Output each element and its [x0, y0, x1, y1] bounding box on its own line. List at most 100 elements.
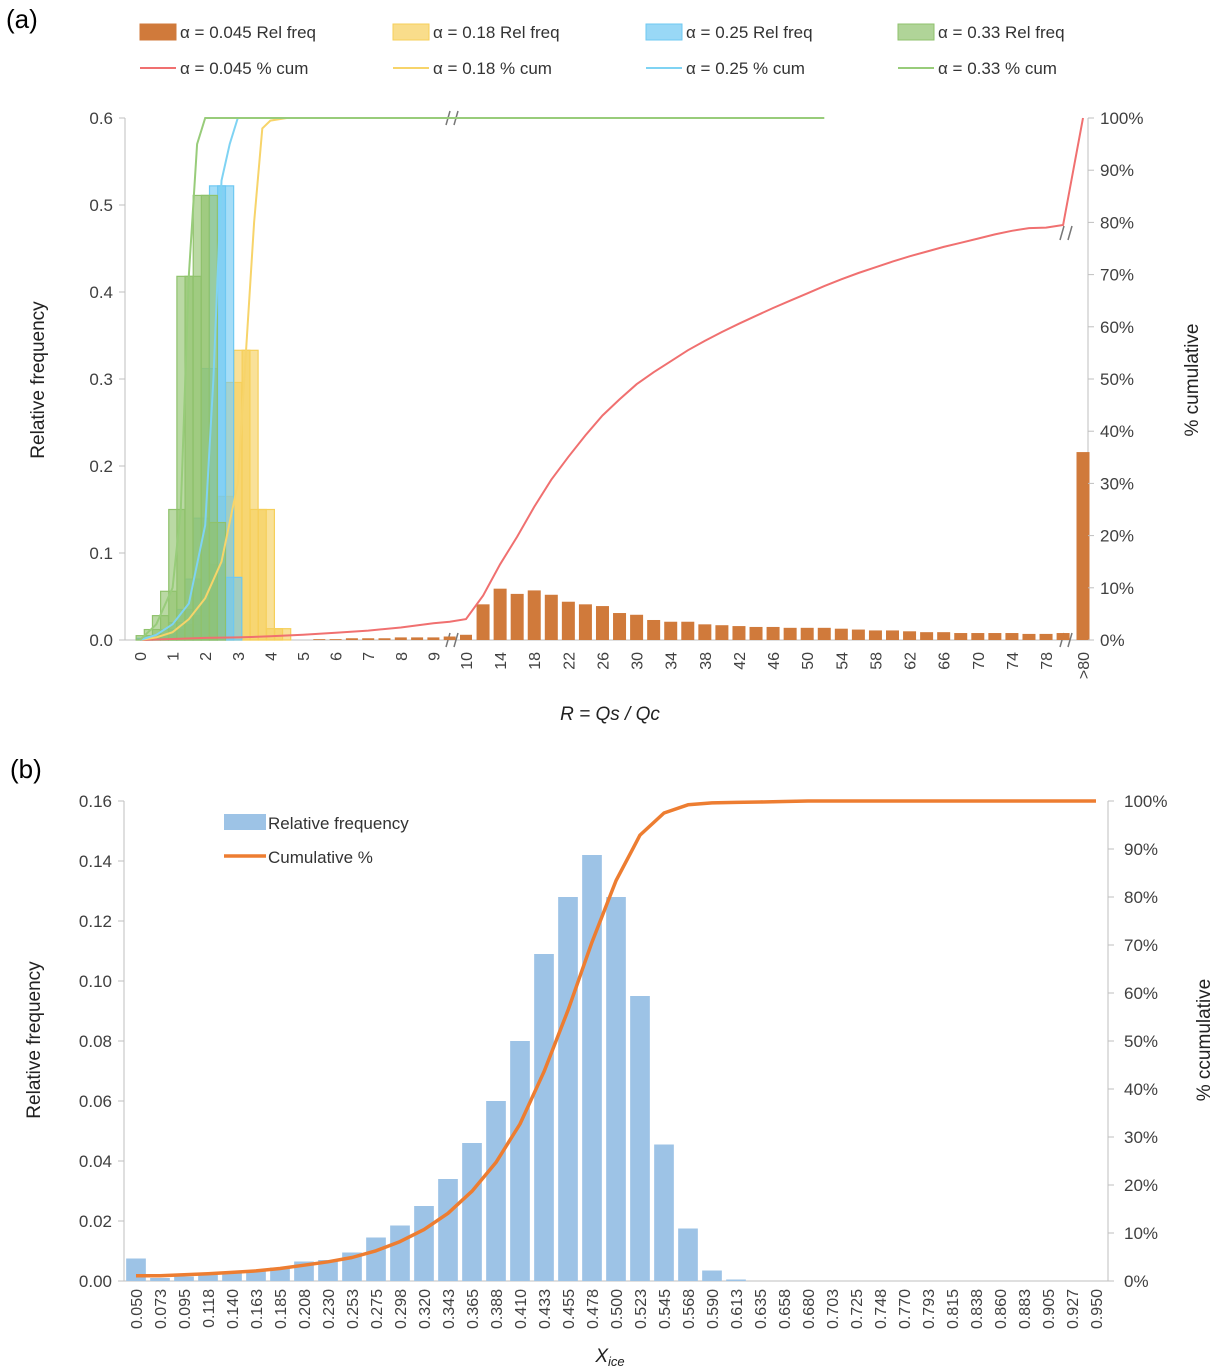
- panel-a-y2tick-label: 30%: [1100, 474, 1134, 493]
- panel-b-xtick-label: 0.478: [585, 1289, 602, 1329]
- panel-a-xtick-label: 46: [766, 652, 783, 670]
- panel-a-label: (a): [6, 4, 38, 34]
- panel-b-xtick-label: 0.118: [201, 1289, 218, 1328]
- panel-b-xtick-label: 0.927: [1065, 1289, 1082, 1329]
- panel-a-xtick-label: 0: [133, 652, 150, 661]
- panel-b-legend-label-bar: Relative frequency: [268, 814, 409, 833]
- panel-b-xtick-label: 0.590: [705, 1289, 722, 1329]
- panel-b-ytick-label: 0.14: [79, 852, 112, 871]
- panel-a-y2tick-label: 80%: [1100, 213, 1134, 232]
- panel-b-y2tick-label: 80%: [1124, 888, 1158, 907]
- panel-b-ytick-label: 0.08: [79, 1032, 112, 1051]
- panel-a-bar-0: [362, 638, 375, 640]
- panel-b-xtick-label: 0.680: [801, 1289, 818, 1329]
- panel-a-legend-label-line: α = 0.25 % cum: [686, 59, 805, 78]
- panel-a-line-1: [139, 117, 303, 641]
- panel-a-bar-0: [329, 639, 342, 640]
- panel-a-bar-2: [225, 576, 243, 641]
- panel-b-bar: [318, 1260, 338, 1281]
- panel-b-ylabel: Relative frequency: [24, 961, 45, 1119]
- panel-b-xtick-label: 0.770: [897, 1289, 914, 1329]
- panel-a-bar-0: [766, 626, 780, 640]
- panel-a-xtick-label: >80: [1076, 652, 1093, 679]
- panel-b-bar: [414, 1206, 434, 1281]
- panel-b-xtick-label: 0.208: [297, 1289, 314, 1329]
- panel-a-bar-0: [1056, 633, 1070, 640]
- panel-a-bar-0: [1022, 633, 1036, 640]
- panel-b-bar: [702, 1270, 722, 1281]
- panel-b-xtick-label: 0.073: [153, 1289, 170, 1329]
- panel-a-xtick-label: 3: [231, 652, 248, 661]
- panel-b-label: (b): [10, 754, 42, 784]
- panel-b-xtick-label: 0.050: [129, 1289, 146, 1329]
- panel-b-xtick-label: 0.230: [321, 1289, 338, 1329]
- panel-a-xtick-label: 8: [394, 652, 411, 661]
- panel-b-xlabel-sub: ice: [608, 1354, 625, 1369]
- panel-a-bars: [135, 185, 1090, 641]
- panel-a-bar-0: [613, 613, 627, 640]
- panel-a-ylabel: Relative frequency: [28, 301, 49, 459]
- panel-b-y2tick-label: 0%: [1124, 1272, 1149, 1291]
- panel-a-bar-0: [681, 621, 695, 640]
- panel-b-bar: [366, 1237, 386, 1281]
- panel-a-y2tick-label: 70%: [1100, 266, 1134, 285]
- panel-a-xtick-label: 26: [595, 652, 612, 670]
- panel-a-bar-0: [817, 627, 831, 640]
- panel-b-xtick-label: 0.545: [657, 1289, 674, 1329]
- panel-a-y2label: % cumulative: [1182, 324, 1203, 437]
- panel-a-bar-0: [595, 606, 609, 640]
- panel-b-bar: [198, 1275, 218, 1281]
- panel-a-xtick-label: 5: [296, 652, 313, 661]
- panel-b-xtick-label: 0.568: [681, 1289, 698, 1329]
- panel-b-bar: [222, 1273, 242, 1281]
- panel-a-bar-0: [578, 604, 592, 640]
- panel-a-bar-0: [460, 634, 472, 640]
- panel-b-bar: [678, 1228, 698, 1281]
- panel-a-bar-0: [903, 631, 917, 640]
- panel-b-xtick-label: 0.365: [465, 1289, 482, 1329]
- panel-a-xtick-label: 30: [630, 652, 647, 670]
- panel-b-xtick-label: 0.613: [729, 1289, 746, 1329]
- panel-b-xtick-label: 0.703: [825, 1289, 842, 1329]
- panel-a-legend-swatch-bar: [645, 23, 683, 41]
- panel-a-y2tick-label: 90%: [1100, 161, 1134, 180]
- panel-a-xtick-label: 1: [166, 652, 183, 661]
- panel-a-y2tick-label: 100%: [1100, 109, 1143, 128]
- panel-a-bar-1: [274, 628, 292, 641]
- panel-a-y2tick-label: 10%: [1100, 579, 1134, 598]
- panel-b-xtick-label: 0.905: [1041, 1289, 1058, 1329]
- panel-b-xtick-label: 0.433: [537, 1289, 554, 1329]
- panel-a-legend-swatch-bar: [392, 23, 430, 41]
- panel-b-xtick-label: 0.523: [633, 1289, 650, 1329]
- panel-a-legend-label-line: α = 0.18 % cum: [433, 59, 552, 78]
- panel-a-xtick-label: 22: [561, 652, 578, 670]
- panel-a-ytick-label: 0.2: [89, 457, 113, 476]
- panel-a-bar-0: [988, 633, 1002, 640]
- panel-a-bar-0: [630, 614, 644, 640]
- panel-a-xtick-label: 50: [800, 652, 817, 670]
- panel-a-ytick-label: 0.1: [89, 544, 113, 563]
- panel-b-xtick-label: 0.883: [1017, 1289, 1034, 1329]
- panel-b-xtick-label: 0.253: [345, 1289, 362, 1329]
- panel-a-bar-1: [257, 508, 275, 641]
- panel-a-ytick-label: 0.0: [89, 631, 113, 650]
- panel-a-legend-label-line: α = 0.33 % cum: [938, 59, 1057, 78]
- panel-b-xtick-label: 0.163: [249, 1289, 266, 1329]
- panel-a-lines: [139, 117, 1084, 641]
- panel-b-xtick-label: 0.275: [369, 1289, 386, 1329]
- panel-a-ticks: 0.00.10.20.30.40.50.60%10%20%30%40%50%60…: [89, 109, 1143, 679]
- panel-b-y2label: % ccumulative: [1194, 979, 1215, 1102]
- panel-b-xtick-label: 0.320: [417, 1289, 434, 1329]
- panel-b-bar: [654, 1144, 674, 1281]
- panel-a-bar-0: [313, 639, 326, 640]
- panel-a-bar-0: [886, 630, 899, 640]
- panel-a-bar-0: [732, 626, 746, 640]
- panel-a-legend: α = 0.045 Rel freq α = 0.18 Rel freq α = 0…: [139, 23, 1065, 78]
- panel-a-xtick-label: 70: [971, 652, 988, 670]
- panel-a-bar-0: [1076, 452, 1090, 640]
- panel-a-bar-0: [749, 626, 763, 640]
- panel-a-xtick-label: 54: [834, 652, 851, 670]
- panel-b-legend-label-line: Cumulative %: [268, 848, 373, 867]
- panel-a-bar-0: [954, 633, 968, 640]
- panel-a-legend-label-bar: α = 0.33 Rel freq: [938, 23, 1065, 42]
